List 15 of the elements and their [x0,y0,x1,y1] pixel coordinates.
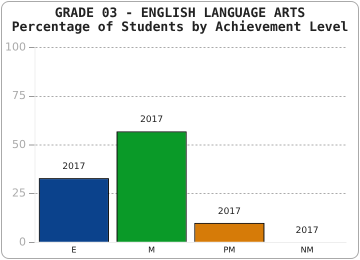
text: 2017 [296,226,319,236]
chart-title: GRADE 03 - ENGLISH LANGUAGE ARTS [54,6,306,21]
x-tick-label: E [71,245,76,254]
y-tick-label: 0 [18,235,26,248]
y-tick-label: 75 [12,89,26,102]
text: 2017 [218,206,241,217]
x-tick-label: NM [300,245,314,254]
y-tick-label: 100 [4,40,26,54]
chart-subtitle: Percentage of Students by Achievement Level [10,20,350,35]
y-tick-label: 25 [12,186,26,200]
x-tick-label: PM [224,245,236,254]
x-tick-label: M [148,245,156,254]
text: 2017 [140,115,164,126]
series-label: 2017 [62,162,86,172]
y-tick-label: 50 [12,138,26,151]
